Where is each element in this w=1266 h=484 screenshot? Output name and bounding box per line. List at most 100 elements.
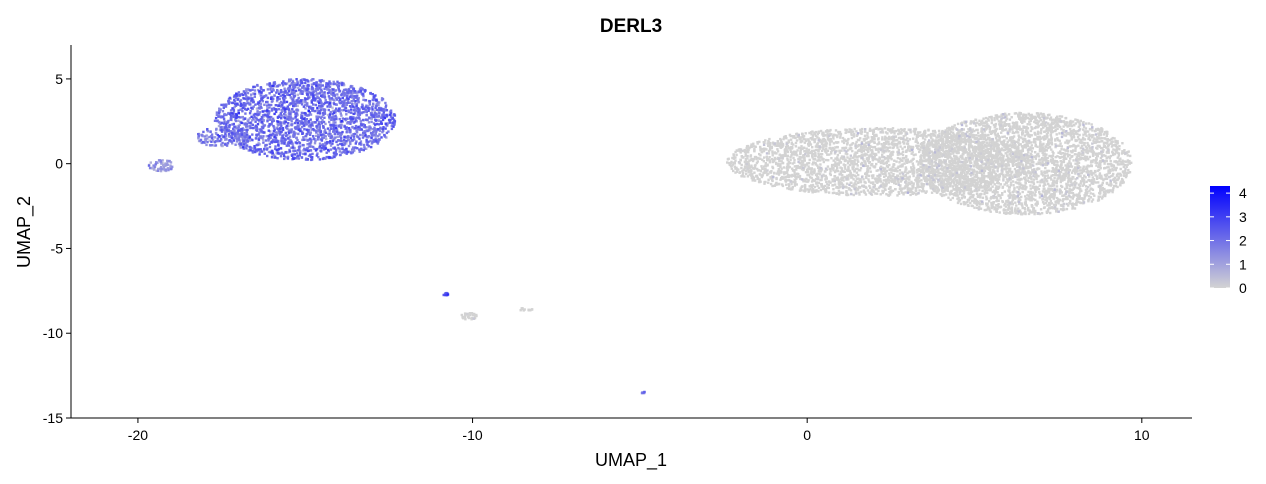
data-point <box>1111 169 1115 172</box>
data-point <box>920 160 923 164</box>
data-point <box>920 190 924 193</box>
data-point <box>734 150 737 154</box>
data-point <box>999 196 1002 200</box>
data-point <box>998 178 1001 181</box>
data-point <box>971 180 974 183</box>
data-point <box>1034 144 1037 148</box>
data-point <box>931 174 935 177</box>
data-point <box>996 181 999 185</box>
data-point <box>919 148 922 152</box>
data-point <box>871 138 874 141</box>
data-point <box>782 166 786 169</box>
data-point <box>731 156 734 160</box>
data-point <box>955 155 958 158</box>
data-point <box>1055 133 1058 136</box>
data-point <box>1082 199 1085 202</box>
data-point <box>966 131 969 134</box>
data-point <box>843 138 846 141</box>
data-point <box>871 188 874 191</box>
data-point <box>891 178 894 181</box>
data-point <box>963 166 967 169</box>
data-point <box>1090 200 1094 203</box>
data-point <box>884 174 888 177</box>
data-point <box>830 157 833 160</box>
data-point <box>831 146 834 150</box>
data-point <box>896 174 900 178</box>
data-point <box>928 170 932 174</box>
data-point <box>832 135 835 139</box>
data-point <box>1095 177 1099 180</box>
data-point <box>836 135 839 139</box>
data-point <box>880 159 884 162</box>
data-point <box>737 148 741 151</box>
data-point <box>1071 120 1075 123</box>
data-point <box>979 200 982 203</box>
data-point <box>949 147 952 150</box>
data-point <box>996 145 999 149</box>
data-point <box>846 139 849 142</box>
data-point <box>858 149 861 153</box>
data-point <box>790 142 793 145</box>
data-point <box>1024 212 1027 216</box>
data-point <box>1009 143 1012 146</box>
data-point <box>999 162 1002 165</box>
data-point <box>929 154 932 158</box>
data-point <box>916 146 919 149</box>
data-point <box>980 121 983 124</box>
data-point <box>960 175 963 178</box>
data-point <box>833 133 836 136</box>
data-point <box>891 152 894 156</box>
data-point <box>999 118 1003 121</box>
data-point <box>1054 143 1057 146</box>
data-point <box>1011 176 1014 179</box>
data-point <box>898 172 902 175</box>
data-point <box>893 132 896 135</box>
data-point <box>929 136 933 139</box>
data-point <box>979 141 982 145</box>
data-point <box>1043 177 1046 180</box>
data-point <box>851 173 855 177</box>
data-point <box>765 155 768 158</box>
data-point <box>810 151 813 154</box>
data-point <box>840 168 844 171</box>
data-point <box>956 122 960 126</box>
data-point <box>852 193 855 197</box>
data-point <box>912 130 915 133</box>
data-point <box>761 167 764 170</box>
data-point <box>903 145 906 149</box>
data-point <box>965 179 969 182</box>
data-point <box>878 175 881 179</box>
data-point <box>967 143 971 146</box>
data-point <box>977 181 980 184</box>
data-point <box>757 180 761 183</box>
data-point <box>762 160 765 163</box>
data-point <box>994 144 997 147</box>
data-point <box>836 166 839 169</box>
data-point <box>805 163 809 166</box>
data-point <box>962 188 966 191</box>
data-point <box>762 165 766 168</box>
data-point <box>804 171 808 174</box>
data-point <box>1007 124 1011 128</box>
data-point <box>977 152 980 156</box>
data-point <box>928 142 931 145</box>
data-point <box>803 150 806 153</box>
data-point <box>1003 121 1006 124</box>
data-point <box>753 150 756 153</box>
data-point <box>988 167 992 170</box>
data-point <box>952 152 955 155</box>
data-point <box>1043 152 1046 156</box>
data-point <box>922 175 926 178</box>
data-point <box>1088 198 1091 201</box>
data-point <box>919 156 923 160</box>
data-point <box>867 158 870 161</box>
data-point <box>902 193 905 196</box>
data-point <box>740 166 743 170</box>
data-point <box>911 187 914 190</box>
data-point <box>856 138 860 142</box>
data-point <box>852 185 855 188</box>
data-point <box>1040 137 1043 140</box>
data-point <box>830 167 834 170</box>
data-point <box>819 155 822 159</box>
data-point <box>835 186 838 189</box>
